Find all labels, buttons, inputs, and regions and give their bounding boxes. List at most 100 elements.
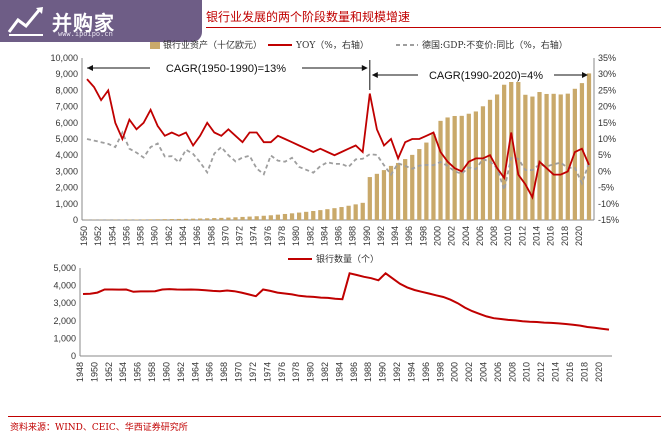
asset-bar (226, 217, 231, 220)
x-tick-label: 2000 (433, 226, 443, 246)
bottom-x-tick-label: 1948 (75, 362, 85, 382)
asset-bar (395, 162, 401, 220)
asset-bar (332, 208, 337, 220)
bottom-x-tick-label: 1990 (378, 362, 388, 382)
period2-label-bg (418, 68, 554, 82)
x-tick-label: 1970 (220, 226, 230, 246)
logo-text: 并购家 (52, 10, 115, 35)
y2-tick-label: 15% (598, 118, 616, 128)
asset-bar (579, 83, 585, 220)
asset-bar (586, 73, 592, 220)
asset-bar (148, 219, 153, 220)
x-tick-label: 2010 (503, 226, 513, 246)
x-tick-label: 2016 (546, 226, 556, 246)
asset-bar (219, 217, 224, 220)
asset-bar (268, 215, 273, 220)
asset-bar (254, 216, 259, 220)
x-tick-label: 1958 (136, 226, 146, 246)
asset-bar (558, 94, 563, 220)
x-tick-label: 1994 (390, 226, 400, 246)
chart-logo-icon (7, 7, 43, 36)
bottom-x-tick-label: 2000 (450, 362, 460, 382)
y2-tick-label: -15% (598, 215, 619, 225)
y2-tick-label: 35% (598, 53, 616, 63)
x-tick-label: 1962 (164, 226, 174, 246)
bottom-x-tick-label: 1988 (363, 362, 373, 382)
period1-label-bg (150, 61, 302, 75)
asset-bar (487, 99, 493, 220)
footer-divider (8, 416, 661, 417)
y-tick-label: 2,000 (55, 183, 78, 193)
bottom-x-tick-label: 1992 (392, 362, 402, 382)
asset-bar (410, 154, 415, 220)
asset-bar (205, 218, 210, 220)
bottom-x-tick-label: 1960 (161, 362, 171, 382)
bottom-x-tick-label: 2004 (479, 362, 489, 382)
bottom-y-tick-label: 0 (71, 351, 76, 361)
x-tick-label: 1950 (79, 226, 89, 246)
asset-bar (198, 218, 203, 220)
legend-label-bank-count: 银行数量（个） (316, 253, 379, 265)
bottom-x-tick-label: 1958 (147, 362, 157, 382)
asset-bar (176, 218, 182, 220)
bottom-y-tick-label: 4,000 (53, 281, 76, 291)
legend-label-assets: 银行业资产（十亿欧元） (163, 39, 262, 51)
y-tick-label: 1,000 (55, 199, 78, 209)
bottom-x-tick-label: 1962 (176, 362, 186, 382)
asset-bar (388, 165, 394, 220)
x-tick-label: 1990 (362, 226, 372, 246)
bottom-y-tick-label: 1,000 (53, 333, 76, 343)
asset-bar (261, 215, 266, 220)
bottom-x-tick-label: 1972 (248, 362, 258, 382)
asset-bar (183, 218, 189, 220)
y-tick-label: 5,000 (55, 134, 78, 144)
bottom-y-tick-label: 3,000 (53, 298, 76, 308)
asset-bar (381, 170, 387, 220)
asset-bar (155, 219, 160, 220)
bottom-x-tick-label: 1968 (219, 362, 229, 382)
asset-bar (367, 177, 372, 220)
bottom-x-tick-label: 1994 (406, 362, 416, 382)
asset-bar (424, 142, 429, 220)
x-tick-label: 1976 (263, 226, 273, 246)
y-tick-label: 3,000 (55, 166, 78, 176)
asset-bar (494, 94, 500, 220)
bottom-x-tick-label: 1970 (234, 362, 244, 382)
asset-bar (247, 216, 252, 220)
asset-bar (346, 205, 351, 220)
asset-bar (523, 94, 528, 220)
bottom-x-tick-label: 2010 (522, 362, 532, 382)
asset-bar (530, 96, 535, 220)
asset-bar (551, 93, 556, 220)
y-tick-label: 9,000 (55, 69, 78, 79)
y2-tick-label: 5% (598, 150, 611, 160)
y-tick-label: 10,000 (50, 53, 78, 63)
bottom-x-tick-label: 2016 (565, 362, 575, 382)
asset-bar (212, 218, 217, 220)
x-tick-label: 1952 (93, 226, 103, 246)
logo: 并购家 www.ipoipo.cn (0, 0, 202, 42)
period1-arrowhead-right (361, 65, 368, 71)
bottom-x-tick-label: 1964 (190, 362, 200, 382)
page-title: 银行业发展的两个阶段数量和规模增速 (206, 10, 411, 24)
asset-bar (445, 117, 450, 220)
bank-count-line (82, 271, 610, 331)
y2-tick-label: 20% (598, 102, 616, 112)
bottom-x-tick-label: 2008 (507, 362, 517, 382)
logo-subtext: www.ipoipo.cn (58, 30, 113, 38)
x-tick-label: 1968 (206, 226, 216, 246)
asset-bar (141, 219, 146, 220)
asset-bar (169, 219, 174, 220)
asset-bar (282, 213, 288, 220)
asset-bar (289, 213, 295, 220)
x-tick-label: 1960 (150, 226, 160, 246)
y-tick-label: 8,000 (55, 85, 78, 95)
asset-bar (233, 217, 238, 220)
asset-bar (502, 84, 507, 220)
bottom-x-tick-label: 1978 (291, 362, 301, 382)
asset-bar (339, 207, 344, 220)
bottom-x-tick-label: 1956 (133, 362, 143, 382)
bottom-x-tick-label: 2018 (579, 362, 589, 382)
asset-bar (162, 219, 167, 220)
bottom-x-tick-label: 1984 (334, 362, 344, 382)
